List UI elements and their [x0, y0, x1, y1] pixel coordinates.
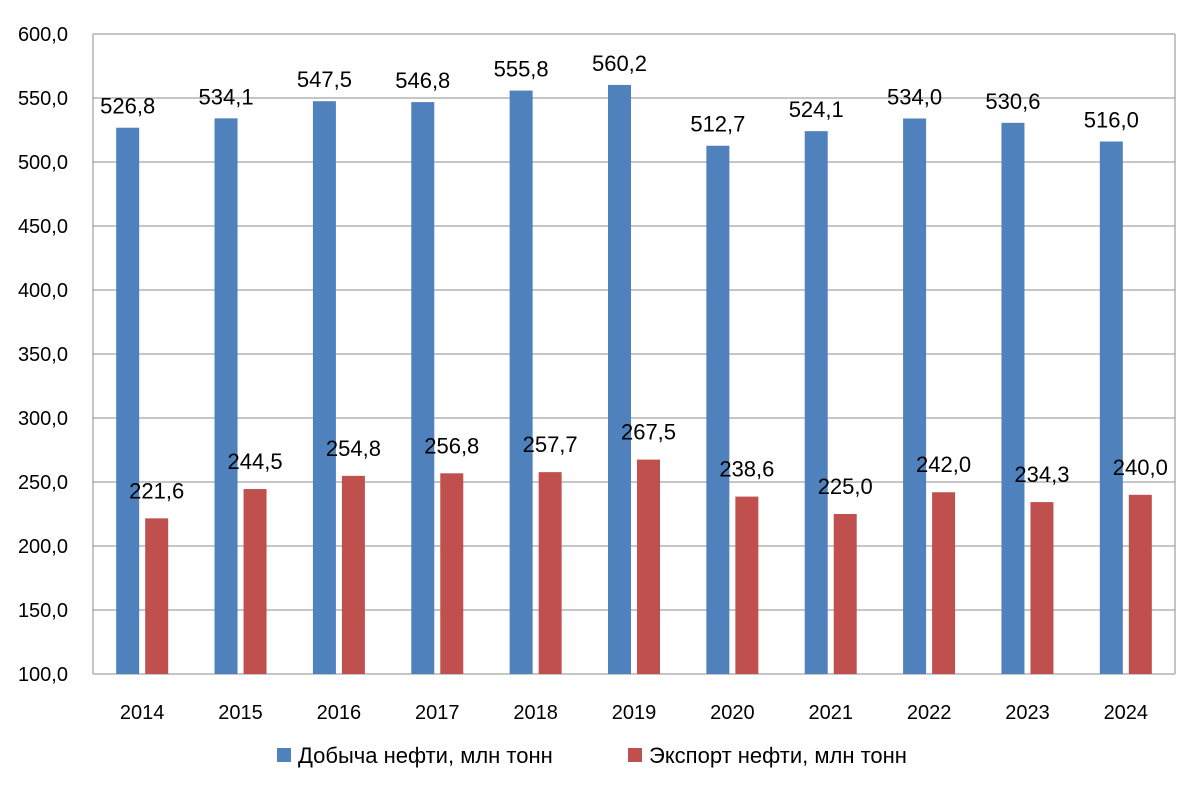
bar-production	[903, 118, 927, 675]
bar-production	[214, 118, 238, 675]
legend-swatch-production	[277, 748, 291, 762]
legend-label-production: Добыча нефти, млн тонн	[298, 743, 553, 768]
bar-production	[509, 90, 533, 675]
data-label-export: 234,3	[1014, 462, 1069, 487]
y-tick-label: 550,0	[18, 88, 68, 110]
y-tick-label: 600,0	[18, 24, 68, 46]
bar-export	[833, 514, 857, 674]
bar-export	[538, 472, 562, 674]
data-label-production: 546,8	[395, 68, 450, 93]
y-tick-label: 300,0	[18, 408, 68, 430]
bar-export	[932, 492, 956, 674]
y-tick-label: 100,0	[18, 664, 68, 686]
x-tick-label: 2023	[1005, 702, 1050, 724]
x-tick-label: 2020	[710, 702, 755, 724]
y-tick-label: 200,0	[18, 536, 68, 558]
data-label-production: 526,8	[100, 94, 155, 119]
bar-production	[312, 101, 336, 674]
legend: Добыча нефти, млн тонн Экспорт нефти, мл…	[277, 743, 907, 768]
bar-export	[1030, 502, 1054, 674]
data-label-production: 524,1	[789, 97, 844, 122]
data-label-export: 238,6	[719, 457, 774, 482]
gridlines	[93, 33, 1175, 675]
bar-production	[1099, 141, 1123, 674]
bars	[116, 84, 1152, 675]
y-tick-label: 350,0	[18, 344, 68, 366]
bar-production	[1001, 122, 1025, 674]
data-label-export: 225,0	[818, 474, 873, 499]
data-label-export: 244,5	[228, 449, 283, 474]
x-axis: 2014 2015 2016 2017 2018 2019 2020 2021 2022 2023…	[93, 673, 1175, 724]
y-tick-label: 450,0	[18, 216, 68, 238]
data-label-production: 534,1	[199, 84, 254, 109]
data-label-production: 534,0	[887, 84, 942, 109]
y-axis: 100,0 150,0 200,0 250,0 300,0 350,0 400,0 450,0…	[18, 24, 1176, 686]
bar-export	[145, 518, 169, 674]
data-label-export: 257,7	[523, 432, 578, 457]
x-tick-label: 2018	[513, 702, 558, 724]
bar-production	[706, 145, 730, 674]
bar-export	[735, 496, 759, 674]
data-label-export: 267,5	[621, 420, 676, 445]
bar-export	[1128, 494, 1152, 674]
x-tick-label: 2024	[1104, 702, 1149, 724]
data-label-export: 221,6	[129, 478, 184, 503]
bar-export	[440, 473, 464, 674]
y-tick-label: 250,0	[18, 472, 68, 494]
data-label-production: 555,8	[494, 57, 549, 82]
x-tick-label: 2017	[415, 702, 460, 724]
bar-production	[411, 102, 435, 674]
data-label-production: 530,6	[985, 89, 1040, 114]
bar-export	[341, 475, 365, 674]
data-label-production: 516,0	[1084, 108, 1139, 133]
legend-swatch-export	[628, 748, 642, 762]
y-tick-label: 400,0	[18, 280, 68, 302]
x-tick-label: 2022	[907, 702, 952, 724]
y-tick-label: 500,0	[18, 152, 68, 174]
data-label-export: 242,0	[916, 452, 971, 477]
x-tick-label: 2019	[612, 702, 657, 724]
x-tick-label: 2015	[218, 702, 263, 724]
data-labels: 526,8 534,1 547,5 546,8 555,8 560,2 512,7 524,1…	[100, 51, 1168, 503]
bar-export	[243, 489, 267, 674]
bar-production	[804, 131, 828, 675]
x-tick-label: 2014	[120, 702, 165, 724]
data-label-export: 240,0	[1113, 455, 1168, 480]
data-label-export: 256,8	[424, 433, 479, 458]
legend-label-export: Экспорт нефти, млн тонн	[649, 743, 907, 768]
bar-production	[116, 127, 140, 675]
data-label-production: 512,7	[690, 112, 745, 137]
y-tick-label: 150,0	[18, 600, 68, 622]
bar-production	[608, 84, 631, 675]
x-tick-label: 2016	[317, 702, 362, 724]
x-tick-label: 2021	[808, 702, 853, 724]
data-label-production: 560,2	[592, 51, 647, 76]
bar-export	[637, 459, 660, 674]
data-label-export: 254,8	[326, 436, 381, 461]
data-label-production: 547,5	[297, 67, 352, 92]
